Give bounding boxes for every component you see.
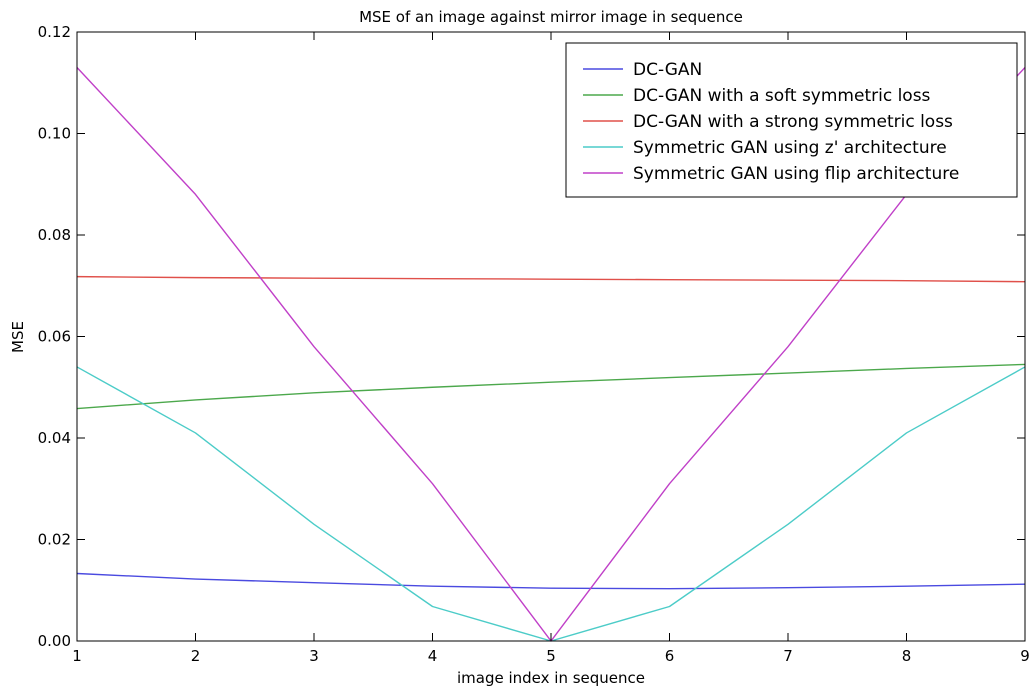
series-line-2: [76, 363, 1026, 410]
x-tick-label: 2: [191, 647, 201, 665]
y-tick-label: 0.10: [38, 125, 71, 143]
axis-ticks: 1 2 3 4 5 6 7 8 9 0.00 0.02 0.04 0.06 0.08 0.10 0.12: [38, 23, 1030, 665]
y-tick-label: 0.06: [38, 328, 71, 346]
y-tick-label: 0.00: [38, 632, 71, 650]
legend: DC-GAN DC-GAN with a soft symmetric loss D…: [565, 42, 1018, 198]
series-line-4: [76, 366, 1026, 642]
y-axis-title: MSE: [9, 321, 27, 353]
legend-label-2: DC-GAN with a soft symmetric loss: [633, 86, 931, 106]
x-tick-label: 6: [665, 647, 675, 665]
x-tick-label: 4: [428, 647, 438, 665]
x-tick-label: 1: [72, 647, 82, 665]
x-tick-label: 8: [902, 647, 912, 665]
x-axis-title: image index in sequence: [457, 669, 645, 687]
series-line-3: [76, 275, 1026, 283]
x-tick-label: 9: [1020, 647, 1030, 665]
y-tick-label: 0.04: [38, 429, 71, 447]
legend-label-4: Symmetric GAN using z' architecture: [633, 138, 947, 158]
series-line-1: [76, 572, 1026, 590]
x-tick-label: 7: [783, 647, 793, 665]
legend-box: [565, 42, 1018, 198]
legend-label-3: DC-GAN with a strong symmetric loss: [633, 112, 953, 132]
chart-title: MSE of an image against mirror image in …: [359, 8, 743, 26]
y-tick-label: 0.02: [38, 531, 71, 549]
y-tick-label: 0.08: [38, 226, 71, 244]
legend-label-5: Symmetric GAN using flip architecture: [633, 164, 959, 184]
y-tick-label: 0.12: [38, 23, 71, 41]
x-tick-label: 3: [309, 647, 319, 665]
legend-label-1: DC-GAN: [633, 60, 702, 80]
x-tick-label: 5: [546, 647, 556, 665]
